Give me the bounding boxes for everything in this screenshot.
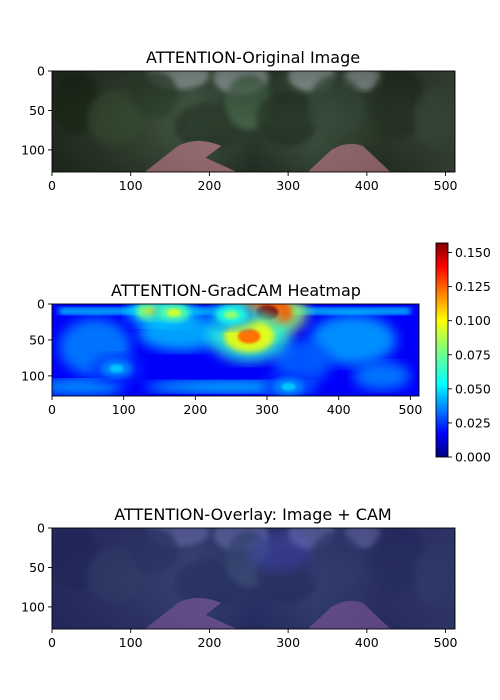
- x-tick-label: 400: [327, 402, 351, 417]
- colorbar: 0.000 0.025 0.050 0.075 0.100 0.125 0.150: [435, 242, 491, 465]
- y-tick-label: 0: [37, 64, 45, 79]
- y-tick-label: 100: [21, 142, 45, 157]
- axes-original: 0 100 200 300 400 500 0 50 100: [21, 64, 457, 194]
- x-tick-label: 0: [48, 635, 56, 650]
- heat-region: [353, 361, 411, 391]
- x-tick-label: 300: [255, 402, 279, 417]
- axes-frame: [51, 527, 456, 630]
- colorbar-tick-label: 0.025: [455, 415, 491, 430]
- colorbar-tick-label: 0.100: [455, 313, 491, 328]
- colorbar-tick-label: 0.000: [455, 450, 491, 465]
- colorbar-gradient: [435, 242, 449, 458]
- subplot-original: ATTENTION-Original Image 0 100 200 300 400 50…: [21, 48, 457, 194]
- colorbar-tick-label: 0.050: [455, 381, 491, 396]
- y-tick-label: 100: [21, 599, 45, 614]
- colorbar-tick-label: 0.075: [455, 347, 491, 362]
- axes-frame: [51, 70, 456, 173]
- x-tick-label: 400: [355, 635, 379, 650]
- axes-overlay: 0 100 200 300 400 500 0 50 100: [21, 521, 457, 651]
- heat-region: [52, 379, 124, 394]
- axes-heatmap: 0 100 200 300 400 500 0 50 100: [21, 297, 422, 418]
- y-tick-label: 50: [29, 560, 45, 575]
- subplot-original-title: ATTENTION-Original Image: [146, 48, 360, 67]
- x-tick-label: 400: [355, 178, 379, 193]
- x-tick-label: 500: [398, 402, 422, 417]
- x-tick-label: 100: [119, 178, 143, 193]
- y-tick-label: 100: [21, 368, 45, 383]
- x-tick-label: 100: [119, 635, 143, 650]
- x-tick-label: 0: [48, 402, 56, 417]
- subplot-heatmap-title: ATTENTION-GradCAM Heatmap: [111, 281, 361, 300]
- x-tick-label: 0: [48, 178, 56, 193]
- y-tick-label: 50: [29, 103, 45, 118]
- x-tick-label: 300: [276, 178, 300, 193]
- cam-glow: [248, 531, 312, 572]
- x-tick-label: 200: [197, 178, 221, 193]
- subplot-heatmap: ATTENTION-GradCAM Heatmap 0 100 200 300 400 5…: [21, 281, 422, 417]
- x-tick-label: 500: [434, 178, 458, 193]
- hotspot-core: [223, 310, 239, 319]
- x-tick-label: 500: [434, 635, 458, 650]
- hotspot-core: [109, 364, 124, 373]
- subplot-overlay-title: ATTENTION-Overlay: Image + CAM: [114, 505, 391, 524]
- y-tick-label: 0: [37, 297, 45, 312]
- x-tick-label: 200: [197, 635, 221, 650]
- y-tick-label: 0: [37, 521, 45, 536]
- vignette: [52, 71, 455, 172]
- heat-region: [310, 314, 397, 366]
- subplot-overlay: ATTENTION-Overlay: Image + CAM 0 100 200 30…: [21, 505, 457, 651]
- axes-frame: [51, 303, 420, 397]
- overlay-image: [52, 528, 455, 629]
- heatmap-image: [52, 304, 419, 396]
- colorbar-tick-label: 0.150: [455, 245, 491, 260]
- y-tick-label: 50: [29, 332, 45, 347]
- x-tick-label: 100: [112, 402, 136, 417]
- x-tick-label: 200: [183, 402, 207, 417]
- hotspot-core: [281, 382, 296, 391]
- colorbar-tick-label: 0.125: [455, 279, 491, 294]
- hotspot-core: [166, 308, 182, 317]
- x-tick-label: 300: [276, 635, 300, 650]
- hotspot-core: [237, 329, 261, 344]
- original-image: [52, 71, 455, 172]
